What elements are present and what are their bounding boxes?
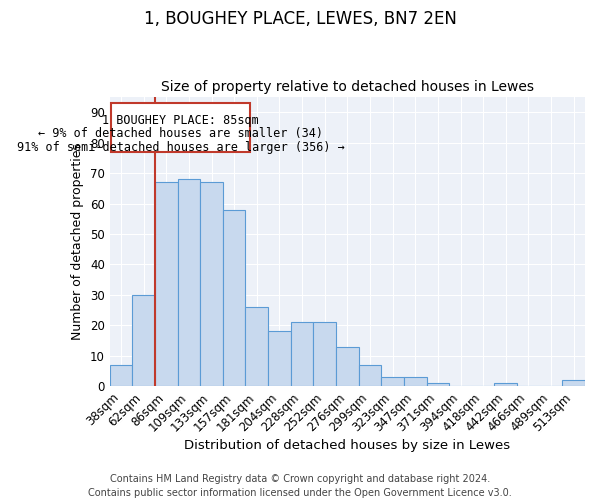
X-axis label: Distribution of detached houses by size in Lewes: Distribution of detached houses by size …: [184, 440, 511, 452]
Bar: [313, 322, 336, 386]
Bar: [200, 182, 223, 386]
Text: ← 9% of detached houses are smaller (34): ← 9% of detached houses are smaller (34): [38, 128, 323, 140]
Bar: [381, 377, 404, 386]
Bar: [562, 380, 585, 386]
Bar: [336, 346, 359, 386]
Bar: [404, 377, 427, 386]
Title: Size of property relative to detached houses in Lewes: Size of property relative to detached ho…: [161, 80, 534, 94]
Bar: [133, 295, 155, 386]
Text: 91% of semi-detached houses are larger (356) →: 91% of semi-detached houses are larger (…: [17, 141, 344, 154]
Bar: [268, 332, 291, 386]
Text: Contains HM Land Registry data © Crown copyright and database right 2024.
Contai: Contains HM Land Registry data © Crown c…: [88, 474, 512, 498]
Bar: [427, 383, 449, 386]
Bar: [494, 383, 517, 386]
Bar: [178, 179, 200, 386]
Y-axis label: Number of detached properties: Number of detached properties: [71, 143, 85, 340]
Bar: [155, 182, 178, 386]
Bar: [359, 365, 381, 386]
Text: 1, BOUGHEY PLACE, LEWES, BN7 2EN: 1, BOUGHEY PLACE, LEWES, BN7 2EN: [143, 10, 457, 28]
FancyBboxPatch shape: [111, 103, 250, 152]
Bar: [291, 322, 313, 386]
Text: 1 BOUGHEY PLACE: 85sqm: 1 BOUGHEY PLACE: 85sqm: [102, 114, 259, 127]
Bar: [245, 307, 268, 386]
Bar: [223, 210, 245, 386]
Bar: [110, 365, 133, 386]
